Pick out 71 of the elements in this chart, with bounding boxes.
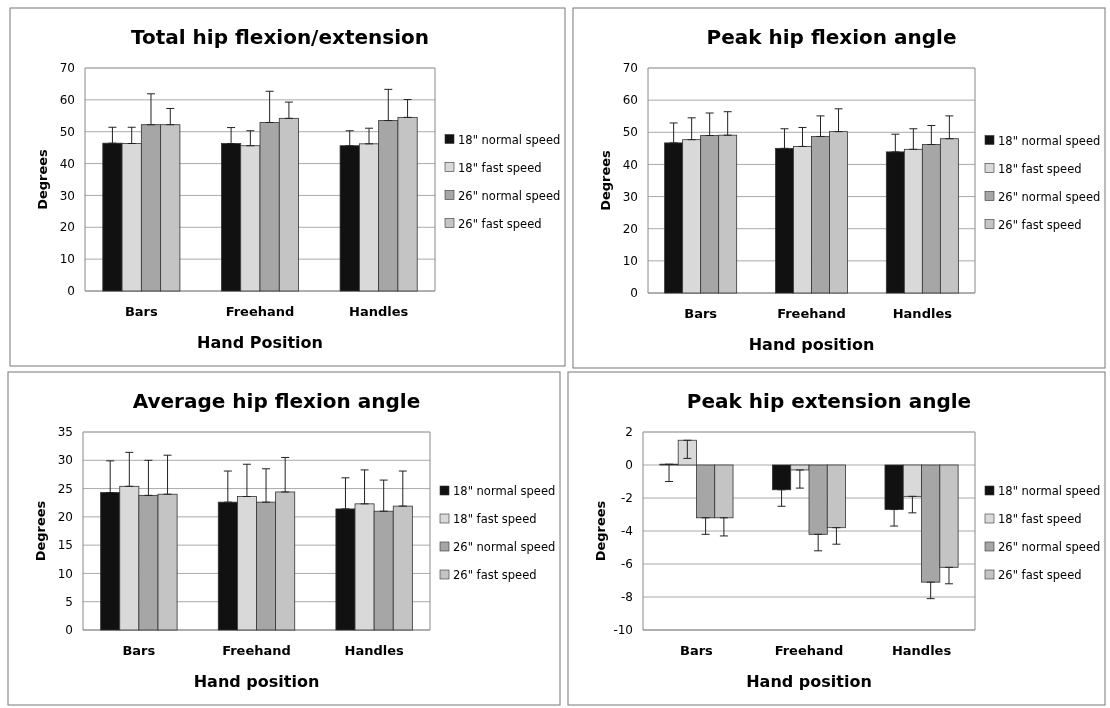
y-axis-title: Degrees bbox=[35, 148, 50, 210]
legend-label: 26" normal speed bbox=[998, 189, 1101, 204]
y-tick-label: -6 bbox=[621, 557, 633, 572]
x-tick-label: Freehand bbox=[774, 643, 844, 658]
x-tick-label: Bars bbox=[680, 643, 714, 658]
legend-label: 26" normal speed bbox=[998, 540, 1101, 555]
y-tick-label: 60 bbox=[622, 93, 638, 108]
y-tick-label: -4 bbox=[621, 524, 633, 539]
y-tick-label: 20 bbox=[59, 220, 75, 235]
y-tick-label: 40 bbox=[622, 157, 638, 172]
legend-label: 18" normal speed bbox=[458, 132, 561, 147]
chart-title: Peak hip extension angle bbox=[686, 389, 972, 413]
y-tick-label: 2 bbox=[625, 425, 633, 440]
y-tick-label: 0 bbox=[65, 623, 73, 638]
y-tick-label: 30 bbox=[57, 453, 73, 468]
y-tick-label: 25 bbox=[57, 481, 73, 496]
chart-title: Peak hip flexion angle bbox=[706, 25, 957, 49]
y-tick-label: -10 bbox=[613, 623, 633, 638]
y-tick-label: 40 bbox=[59, 156, 75, 171]
x-axis-title: Hand Position bbox=[197, 333, 323, 352]
y-axis-title: Degrees bbox=[593, 500, 608, 562]
y-tick-label: 50 bbox=[622, 125, 638, 140]
y-tick-label: 15 bbox=[57, 538, 73, 553]
y-axis-title: Degrees bbox=[33, 500, 48, 562]
x-axis-title: Hand position bbox=[746, 672, 872, 691]
y-tick-label: 30 bbox=[59, 188, 75, 203]
y-tick-label: 0 bbox=[67, 284, 75, 299]
legend-label: 26" normal speed bbox=[453, 540, 556, 555]
x-tick-label: Handles bbox=[891, 643, 952, 658]
x-tick-label: Freehand bbox=[225, 304, 295, 319]
legend-label: 18" normal speed bbox=[998, 484, 1101, 499]
legend-label: 26" fast speed bbox=[998, 217, 1082, 232]
x-axis-title: Hand position bbox=[748, 335, 875, 354]
x-tick-label: Handles bbox=[344, 643, 404, 658]
legend-label: 18" normal speed bbox=[453, 484, 556, 499]
y-tick-label: 35 bbox=[57, 425, 73, 440]
x-tick-label: Handles bbox=[892, 306, 953, 321]
legend-label: 26" fast speed bbox=[458, 216, 542, 231]
x-tick-label: Freehand bbox=[222, 643, 291, 658]
y-tick-label: -8 bbox=[621, 590, 633, 605]
chart-title: Average hip flexion angle bbox=[132, 389, 421, 413]
x-tick-label: Bars bbox=[684, 306, 718, 321]
y-axis-title: Degrees bbox=[598, 149, 613, 211]
y-tick-label: 10 bbox=[57, 566, 73, 581]
y-tick-label: 20 bbox=[57, 510, 73, 525]
y-tick-label: 20 bbox=[622, 221, 638, 236]
y-tick-label: 10 bbox=[622, 254, 638, 269]
y-tick-label: 50 bbox=[59, 124, 75, 139]
x-tick-label: Bars bbox=[122, 643, 156, 658]
legend-label: 18" fast speed bbox=[998, 512, 1082, 527]
legend-label: 18" normal speed bbox=[998, 133, 1101, 148]
legend-label: 26" fast speed bbox=[453, 568, 537, 583]
y-tick-label: 70 bbox=[622, 61, 638, 76]
y-tick-label: 0 bbox=[630, 286, 638, 301]
y-tick-label: 10 bbox=[59, 252, 75, 267]
legend-label: 26" normal speed bbox=[458, 188, 561, 203]
y-tick-label: -2 bbox=[621, 491, 633, 506]
x-axis-title: Hand position bbox=[193, 672, 320, 691]
legend-label: 26" fast speed bbox=[998, 568, 1082, 583]
y-tick-label: 70 bbox=[59, 61, 75, 76]
legend-label: 18" fast speed bbox=[453, 512, 537, 527]
y-tick-label: 30 bbox=[622, 189, 638, 204]
x-tick-label: Bars bbox=[124, 304, 159, 319]
legend-label: 18" fast speed bbox=[998, 161, 1082, 176]
chart-title: Total hip flexion/extension bbox=[131, 25, 429, 49]
x-tick-label: Handles bbox=[349, 304, 409, 319]
legend-label: 18" fast speed bbox=[458, 160, 542, 175]
x-tick-label: Freehand bbox=[777, 306, 846, 321]
y-tick-label: 60 bbox=[59, 93, 75, 108]
y-tick-label: 5 bbox=[65, 594, 73, 609]
y-tick-label: 0 bbox=[625, 458, 633, 473]
